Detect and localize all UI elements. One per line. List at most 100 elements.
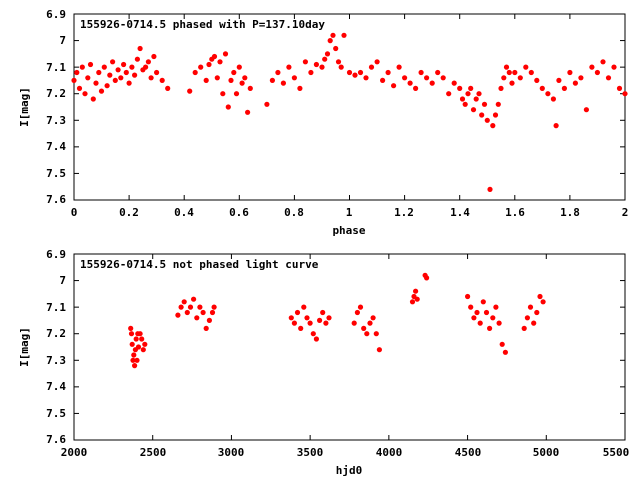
data-point [473,96,479,102]
data-point [87,61,94,68]
data-point [324,51,331,57]
data-point [492,112,499,118]
data-point [132,72,138,78]
data-point [506,69,512,76]
data-point [175,312,181,318]
x-tick-label: 1.6 [505,206,525,219]
data-point [341,32,347,38]
data-point [211,53,218,60]
data-point [126,80,132,86]
data-point [115,67,121,73]
data-point [509,80,515,86]
data-point [209,309,216,316]
data-point [134,56,140,62]
data-point [130,357,136,363]
data-point [481,101,488,107]
data-point [435,69,441,76]
data-point [187,304,194,310]
y-tick-label: 7.4 [46,140,66,153]
data-point [462,101,468,107]
data-point [363,75,369,81]
data-point [368,64,375,70]
y-tick-label: 7 [59,274,66,287]
data-point [572,80,579,86]
data-point [495,101,501,107]
data-point [203,77,209,83]
data-point [74,69,80,76]
data-point [302,59,308,65]
data-point [288,315,294,321]
x-tick-label: 1 [346,206,353,219]
data-point [531,320,537,326]
data-point [493,304,499,310]
data-point [320,309,326,316]
y-tick-label: 7.5 [46,407,66,420]
data-point [391,83,397,89]
x-tick-label: 3000 [218,446,245,459]
data-point [468,85,474,91]
x-tick-label: 2 [622,206,629,219]
data-point [145,59,151,65]
x-tick-label: 5000 [533,446,560,459]
data-point [424,275,430,281]
data-point [326,315,332,321]
data-point [291,75,297,81]
unphased-chart: 6.9 7 7.1 7.2 7.3 7.4 7.5 7.6 2000 2500 … [18,248,629,477]
data-point [96,69,102,76]
data-point [140,347,146,353]
y-tick-label: 6.9 [46,248,66,261]
chart-title: 155926-0714.5 not phased light curve [80,258,319,271]
data-point [194,315,200,321]
data-point [192,69,198,76]
data-point [477,320,483,326]
data-point [534,309,540,316]
data-point [291,320,297,326]
data-point [413,288,419,294]
data-point [373,331,379,337]
data-point [622,91,628,97]
data-point [540,299,546,305]
data-point [298,325,304,331]
data-point [380,77,386,83]
data-point [446,91,452,97]
data-point [471,315,477,321]
x-tick-label: 1.4 [450,206,470,219]
data-point [203,325,209,331]
data-point [418,69,424,76]
x-tick-label: 0.2 [119,206,139,219]
data-point [178,304,184,310]
data-point [501,75,507,81]
data-point [181,299,187,305]
data-point [521,325,527,331]
data-point [200,309,206,316]
data-point [367,320,373,326]
data-point [85,75,91,81]
data-point [197,304,203,310]
data-point [414,296,420,302]
data-point [465,293,471,300]
data-point [346,69,353,76]
data-point [487,186,493,192]
y-tick-label: 6.9 [46,8,66,21]
data-point [534,77,540,83]
data-point [407,80,413,86]
data-point [82,91,88,97]
data-point [245,109,251,115]
data-point [104,83,110,89]
data-point [151,53,157,60]
data-point [264,101,270,107]
data-point [502,349,508,355]
data-point [297,85,303,91]
x-axis-label: phase [332,224,365,237]
x-tick-label: 2000 [61,446,88,459]
data-point [600,59,606,65]
data-point [351,320,357,326]
data-point [537,293,543,300]
data-point [269,77,275,83]
y-axis-ticks: 6.9 7 7.1 7.2 7.3 7.4 7.5 7.6 [46,8,625,206]
data-point [71,77,77,83]
data-point [385,69,391,76]
data-point [480,299,486,305]
y-tick-label: 7.2 [46,87,66,100]
data-point [589,64,595,70]
